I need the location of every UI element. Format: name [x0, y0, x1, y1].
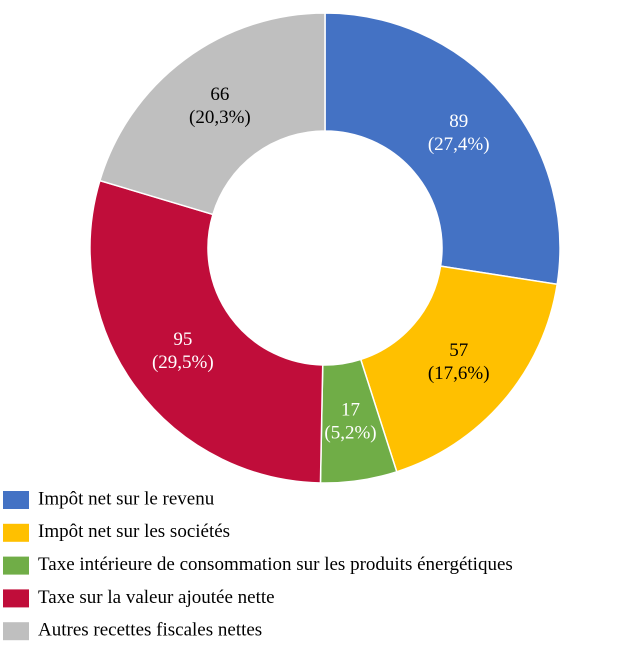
- data-label: 57: [449, 340, 468, 361]
- legend-swatch: [3, 523, 29, 542]
- donut-slice: [89, 179, 324, 484]
- legend-label: Autres recettes fiscales nettes: [38, 620, 262, 641]
- percent-label: (17,6%): [428, 363, 490, 384]
- legend-label: Taxe intérieure de consommation sur les …: [38, 554, 513, 575]
- legend-swatch: [3, 556, 29, 575]
- percent-label: (29,5%): [152, 352, 214, 373]
- donut-slice: [98, 12, 326, 216]
- data-label: 89: [449, 111, 468, 132]
- data-label: 17: [341, 400, 360, 421]
- percent-label: (20,3%): [189, 107, 251, 128]
- percent-label: (5,2%): [324, 423, 376, 444]
- legend-swatch: [3, 622, 29, 641]
- legend-label: Impôt net sur le revenu: [38, 488, 215, 509]
- legend-label: Impôt net sur les sociétés: [38, 521, 230, 542]
- percent-label: (27,4%): [428, 134, 490, 155]
- donut-slice: [324, 12, 561, 286]
- donut-slice: [359, 265, 559, 473]
- data-label: 66: [210, 84, 229, 105]
- legend-swatch: [3, 491, 29, 509]
- legend-label: Taxe sur la valeur ajoutée nette: [38, 587, 275, 608]
- data-label: 95: [173, 329, 192, 350]
- legend-swatch: [3, 589, 29, 608]
